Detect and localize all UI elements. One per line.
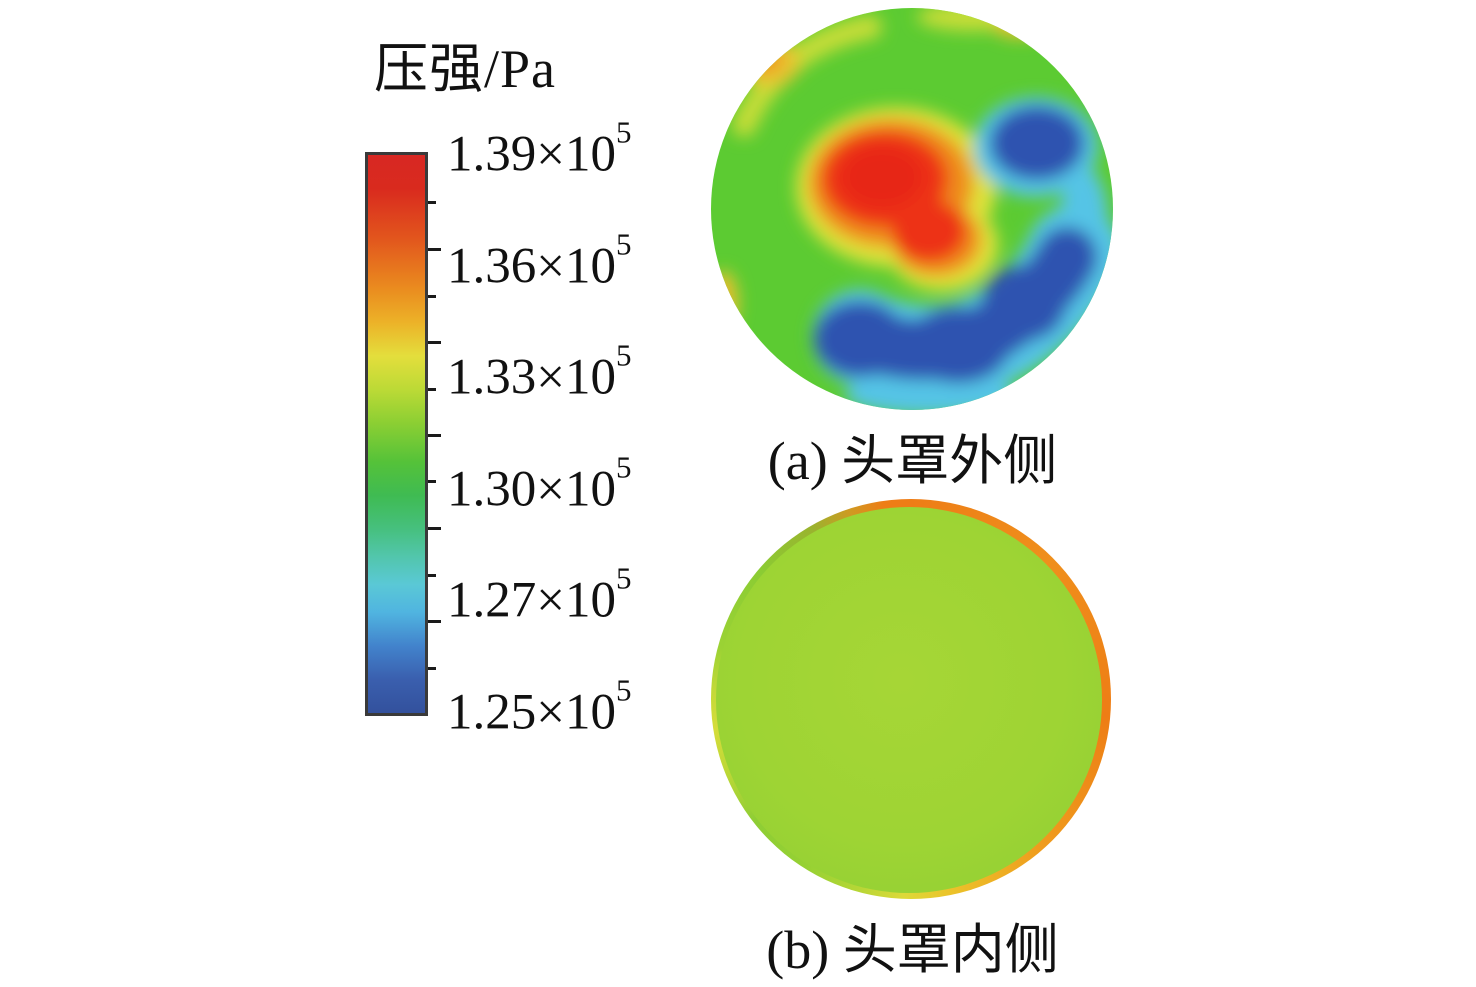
colorbar-tick — [428, 340, 441, 344]
caption-panel-b: (b) 头罩内侧 — [766, 920, 1059, 980]
low-pressure-blue-band — [982, 265, 1066, 341]
hot-spot-left — [711, 281, 725, 329]
colorbar-tick-label: 1.39×105 — [447, 117, 632, 183]
tick-label-mantissa: 1.33×10 — [447, 349, 617, 406]
colorbar-tick-label: 1.36×105 — [447, 228, 632, 295]
colorbar-tick — [428, 294, 436, 298]
colorbar-tick-label: 1.33×105 — [447, 340, 632, 406]
colorbar-tick — [428, 666, 436, 670]
tick-label-mantissa: 1.30×10 — [447, 461, 617, 518]
tick-label-exponent: 5 — [616, 560, 632, 596]
colorbar-labels: 1.39×105 1.36×105 1.33×105 1.30×105 1.27… — [447, 117, 677, 739]
low-pressure-blue-blob-bottom-left — [814, 301, 906, 377]
tick-label-exponent: 5 — [616, 672, 632, 708]
colorbar-tick — [428, 573, 436, 577]
tick-label-mantissa: 1.39×10 — [447, 126, 617, 183]
colorbar-tick-label: 1.25×105 — [447, 675, 632, 741]
colorbar-tick — [428, 619, 441, 623]
colorbar-tick — [428, 201, 436, 205]
hot-spot-top-right — [1005, 11, 1039, 27]
contour-plot-inner-surface — [711, 499, 1111, 899]
inner-surface-green-field — [716, 507, 1102, 893]
caption-panel-a: (a) 头罩外侧 — [767, 431, 1058, 491]
colorbar-tick — [428, 527, 441, 531]
low-pressure-blue-blob-upper-right — [990, 106, 1084, 180]
colorbar-tick — [428, 387, 436, 391]
contour-plot-outer-surface — [710, 7, 1114, 411]
high-pressure-red-core — [842, 147, 922, 207]
high-pressure-red-core — [892, 200, 966, 262]
tick-label-exponent: 5 — [616, 226, 632, 262]
tick-label-mantissa: 1.36×10 — [447, 238, 617, 295]
colorbar-ticks — [428, 155, 444, 713]
hot-spot-top-right — [992, 12, 1048, 38]
outer-surface-contour-svg — [711, 8, 1113, 410]
colorbar-title: 压强/Pa — [374, 39, 557, 99]
tick-label-exponent: 5 — [616, 337, 632, 373]
hot-spot-top-left — [746, 47, 770, 65]
low-pressure-blue-band — [906, 307, 1010, 383]
hot-spot-top-left — [740, 39, 800, 87]
tick-label-mantissa: 1.25×10 — [447, 684, 617, 741]
colorbar-tick — [428, 248, 441, 252]
tick-label-exponent: 5 — [616, 449, 632, 485]
hot-spot-top-left — [744, 44, 784, 74]
tick-label-exponent: 5 — [616, 114, 632, 150]
colorbar-tick — [428, 480, 436, 484]
colorbar-tick-label: 1.30×105 — [447, 451, 632, 518]
colorbar-tick — [428, 434, 441, 437]
tick-label-mantissa: 1.27×10 — [447, 572, 617, 629]
colorbar-tick-label: 1.27×105 — [447, 563, 632, 629]
colorbar-gradient — [365, 152, 428, 716]
